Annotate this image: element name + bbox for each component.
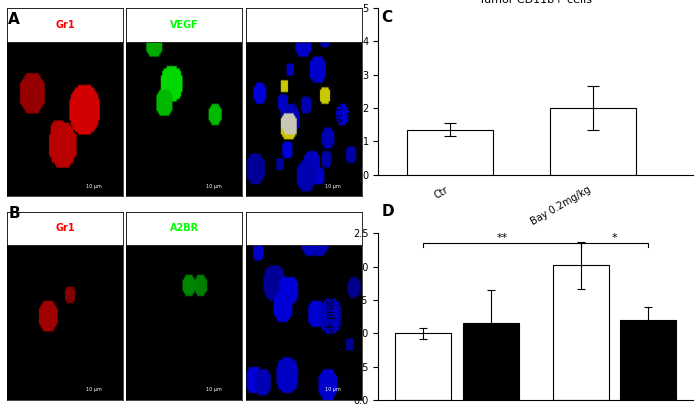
Text: **: ** [496, 233, 507, 242]
Bar [7, 211, 123, 246]
Y-axis label: VEGF protein
(arbitrary units): VEGF protein (arbitrary units) [335, 53, 357, 130]
Text: A: A [8, 12, 20, 27]
Text: 10 μm: 10 μm [86, 184, 102, 189]
Bar [620, 320, 676, 400]
Text: A2BR: A2BR [170, 224, 199, 233]
Text: *: * [612, 233, 617, 242]
Text: Gr1: Gr1 [55, 224, 75, 233]
Text: B: B [8, 206, 20, 221]
Text: Merge: Merge [286, 224, 321, 233]
Text: C: C [382, 10, 393, 25]
Bar [395, 333, 452, 400]
Text: 10 μm: 10 μm [325, 184, 341, 189]
Title: Tumor CD11b+ cells: Tumor CD11b+ cells [480, 0, 592, 4]
Text: Gr1: Gr1 [55, 20, 75, 30]
Text: 10 μm: 10 μm [325, 387, 341, 392]
Bar [550, 108, 636, 175]
Text: D: D [382, 204, 394, 219]
Y-axis label: VEGF protein
(arbitrary units): VEGF protein (arbitrary units) [326, 278, 348, 355]
Text: Merge: Merge [286, 20, 321, 30]
Bar [552, 265, 609, 400]
Bar [407, 130, 493, 175]
Text: 10 μm: 10 μm [206, 184, 221, 189]
Text: 10 μm: 10 μm [206, 387, 221, 392]
Bar [127, 8, 242, 42]
Bar [127, 211, 242, 246]
Bar [463, 323, 519, 400]
Text: 10 μm: 10 μm [86, 387, 102, 392]
Bar [246, 211, 362, 246]
Bar [246, 8, 362, 42]
Bar [7, 8, 123, 42]
Text: VEGF: VEGF [170, 20, 199, 30]
